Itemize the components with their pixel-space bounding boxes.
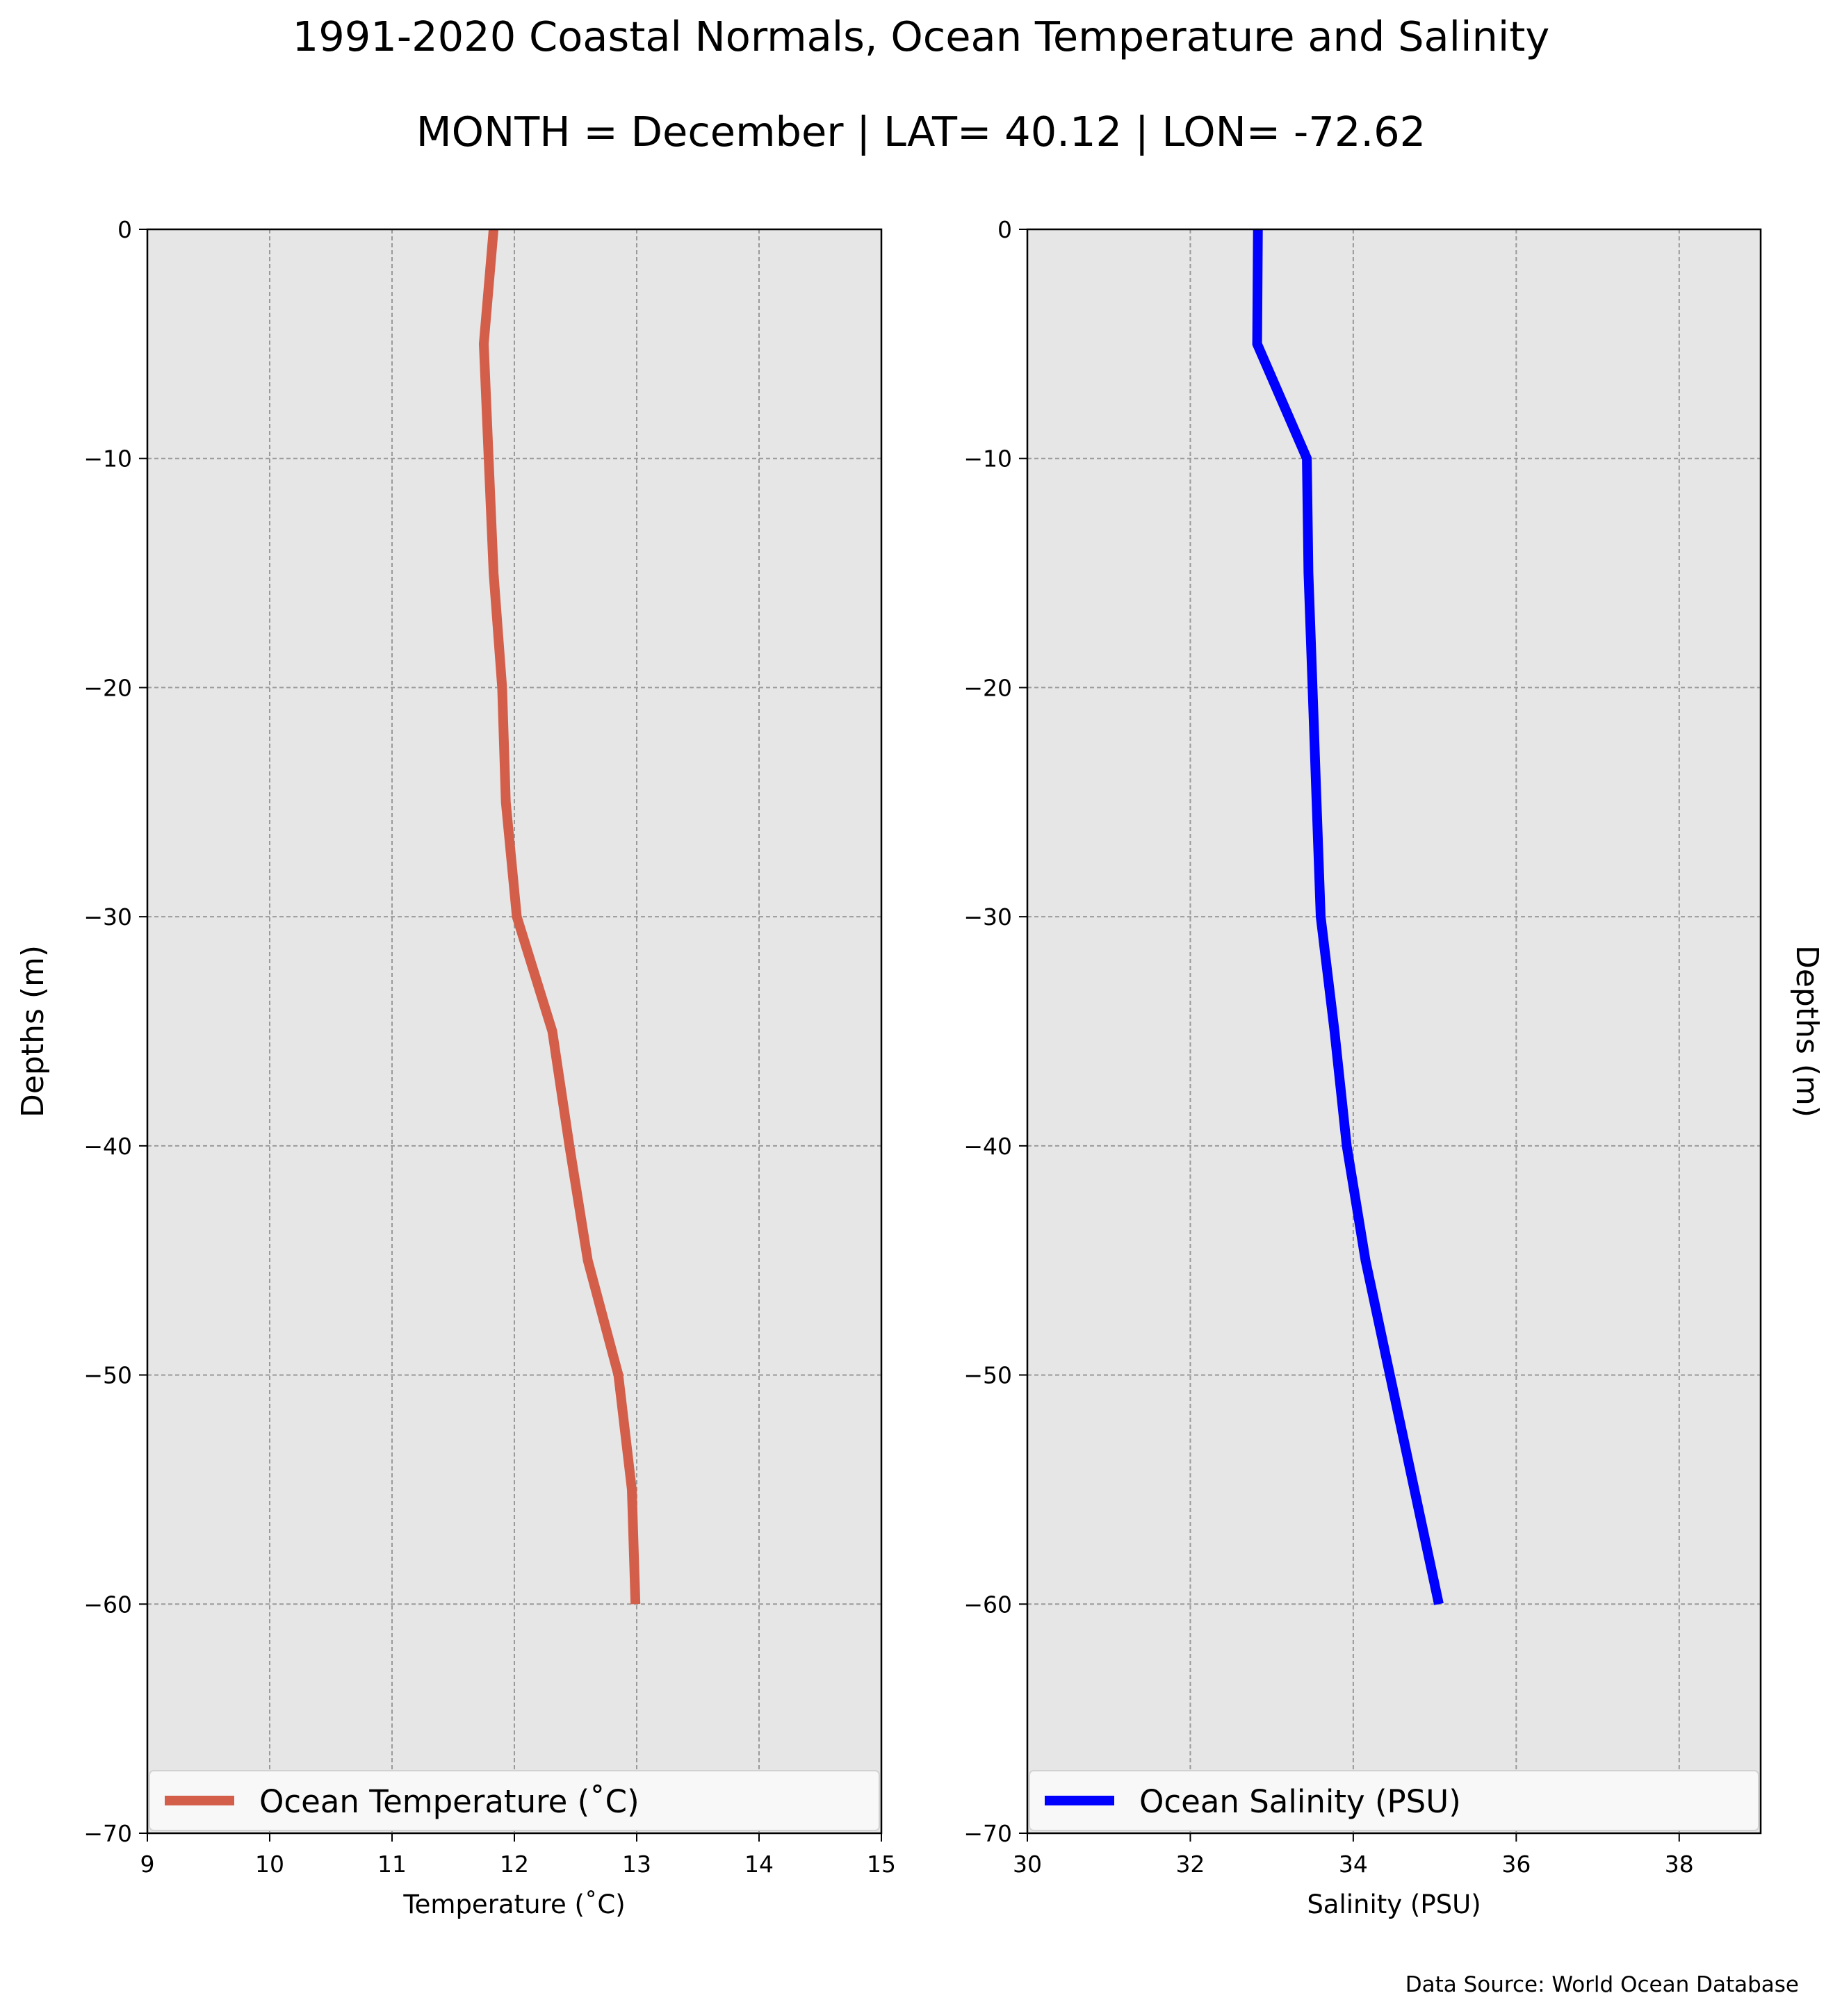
salinity-series-line xyxy=(1252,229,1444,1605)
salinity-axes-frame xyxy=(1026,228,1762,1835)
salinity-y-tick-label: 0 xyxy=(997,216,1012,243)
temperature-series-line xyxy=(478,229,641,1605)
salinity-y-tick-label: −50 xyxy=(963,1362,1012,1389)
salinity-x-tick-label: 32 xyxy=(1175,1851,1205,1878)
salinity-x-tick-label: 36 xyxy=(1501,1851,1531,1878)
salinity-x-tick-label: 34 xyxy=(1339,1851,1368,1878)
temperature-x-tick-label: 15 xyxy=(867,1851,896,1878)
temperature-legend-label: Ocean Temperature (˚C) xyxy=(259,1783,639,1820)
salinity-y-axis-label: Depths (m) xyxy=(1789,945,1825,1117)
temperature-y-tick-label: −30 xyxy=(83,903,132,931)
temperature-y-axis-label: Depths (m) xyxy=(15,945,51,1117)
salinity-y-tick-label: −60 xyxy=(963,1591,1012,1618)
temperature-x-tick-label: 10 xyxy=(255,1851,284,1878)
salinity-x-tick-label: 38 xyxy=(1665,1851,1694,1878)
temperature-y-tick-label: −50 xyxy=(83,1362,132,1389)
temperature-legend-box xyxy=(149,1770,880,1831)
temperature-legend: Ocean Temperature (˚C) xyxy=(149,1770,880,1831)
temperature-x-tick-label: 9 xyxy=(140,1851,155,1878)
temperature-y-tick-label: 0 xyxy=(117,216,132,243)
salinity-legend: Ocean Salinity (PSU) xyxy=(1029,1770,1759,1831)
salinity-x-tick-label: 30 xyxy=(1013,1851,1042,1878)
temperature-x-axis-label: Temperature (˚C) xyxy=(402,1890,625,1919)
salinity-y-tick-label: −30 xyxy=(963,903,1012,931)
salinity-legend-box xyxy=(1029,1770,1759,1831)
temperature-y-tick-label: −40 xyxy=(83,1133,132,1160)
temperature-y-tick-label: −70 xyxy=(83,1820,132,1847)
salinity-y-tick-label: −10 xyxy=(963,445,1012,473)
chart-subtitle: MONTH = December | LAT= 40.12 | LON= -72… xyxy=(416,108,1426,156)
salinity-y-tick-label: −20 xyxy=(963,674,1012,701)
temperature-axes-frame xyxy=(146,228,883,1835)
chart-title: 1991-2020 Coastal Normals, Ocean Tempera… xyxy=(292,13,1550,60)
salinity-legend-label: Ocean Salinity (PSU) xyxy=(1139,1783,1461,1820)
temperature-x-tick-label: 13 xyxy=(622,1851,651,1878)
salinity-plot-area xyxy=(1027,229,1761,1833)
temperature-y-tick-label: −10 xyxy=(83,445,132,473)
data-source-note: Data Source: World Ocean Database xyxy=(1405,1972,1799,1997)
temperature-x-tick-label: 12 xyxy=(500,1851,529,1878)
temperature-x-tick-label: 11 xyxy=(377,1851,407,1878)
salinity-y-tick-label: −70 xyxy=(963,1820,1012,1847)
temperature-x-tick-label: 14 xyxy=(744,1851,774,1878)
salinity-y-tick-label: −40 xyxy=(963,1133,1012,1160)
temperature-y-tick-label: −20 xyxy=(83,674,132,701)
salinity-x-axis-label: Salinity (PSU) xyxy=(1307,1890,1481,1919)
temperature-y-tick-label: −60 xyxy=(83,1591,132,1618)
salinity-panel: 30 32 34 36 38 0 −10 −20 −30 −40 −50 −60 −70 Ocean Sa… xyxy=(963,216,1825,1919)
temperature-panel: 9 10 11 12 13 14 15 0 −10 −20 −30 −40 −50 −60 −70 Ocean… xyxy=(15,216,896,1919)
